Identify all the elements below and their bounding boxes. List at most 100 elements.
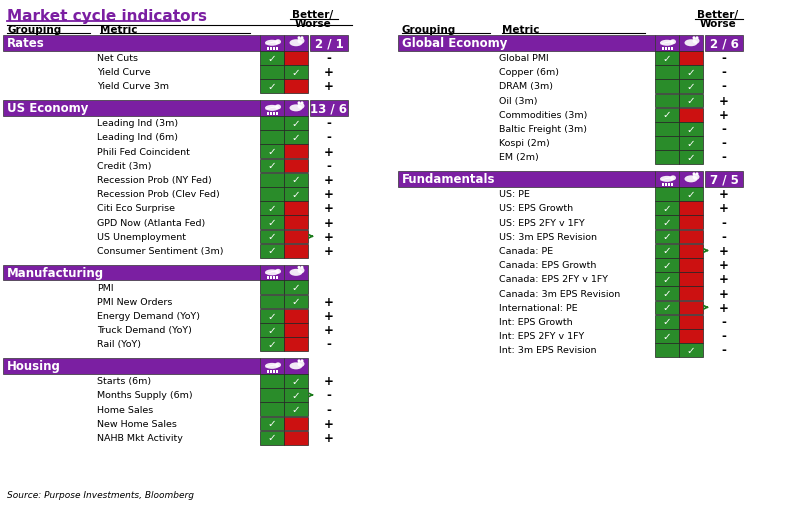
Text: ✓: ✓ [267,218,276,228]
Bar [260,244,284,258]
Text: Rail (YoY): Rail (YoY) [97,340,141,349]
Text: Months Supply (6m): Months Supply (6m) [97,390,192,400]
Text: Canada: EPS Growth: Canada: EPS Growth [499,261,596,270]
Bar [655,108,679,122]
Text: ✓: ✓ [662,246,671,256]
Bar [679,188,703,202]
Circle shape [301,102,303,105]
Text: US: EPS Growth: US: EPS Growth [499,204,573,213]
Bar [662,183,664,186]
Text: -: - [326,389,331,402]
Bar [260,265,284,280]
Ellipse shape [693,39,700,45]
Bar [655,287,679,301]
Text: ✓: ✓ [686,153,695,163]
Bar [260,281,284,295]
Bar [679,230,703,244]
Text: ~: ~ [269,40,275,46]
Bar [3,101,260,117]
Text: Manufacturing: Manufacturing [7,266,104,279]
Text: +: + [719,202,729,215]
Text: +: + [719,259,729,272]
Text: ✓: ✓ [662,289,671,298]
Bar [705,36,743,51]
Bar [3,358,260,374]
Bar [273,370,275,373]
Text: +: + [719,287,729,300]
Bar [273,276,275,279]
Bar [260,52,284,66]
Text: +: + [324,324,334,336]
Text: +: + [719,109,729,122]
Bar [260,388,284,402]
Text: Leading Ind (6m): Leading Ind (6m) [97,133,178,142]
Text: -: - [721,80,726,93]
Bar [668,47,670,50]
Bar [260,174,284,187]
Text: Kospi (2m): Kospi (2m) [499,139,550,148]
Bar [276,276,278,279]
Bar [310,36,348,51]
Bar [270,370,272,373]
Bar [260,323,284,337]
Text: Home Sales: Home Sales [97,405,153,414]
Text: ✓: ✓ [291,282,300,293]
Bar [260,230,284,244]
Text: Int: 3m EPS Revision: Int: 3m EPS Revision [499,346,596,355]
Text: ✓: ✓ [291,119,300,128]
Bar [679,172,703,187]
Text: -: - [721,344,726,357]
Ellipse shape [265,41,279,47]
Ellipse shape [660,177,674,183]
Bar [267,276,269,279]
Text: Worse: Worse [700,19,737,29]
Circle shape [301,360,303,362]
Text: +: + [324,295,334,308]
Bar [270,112,272,116]
Text: +: + [324,309,334,323]
Bar [679,94,703,108]
Text: ✓: ✓ [267,418,276,429]
Bar [284,117,308,130]
Ellipse shape [670,40,676,45]
Text: +: + [719,244,729,258]
Bar [655,123,679,136]
Text: -: - [721,329,726,343]
Bar [260,431,284,445]
Text: ✓: ✓ [686,345,695,355]
Bar [270,276,272,279]
Text: Better/: Better/ [292,10,334,20]
Text: Copper (6m): Copper (6m) [499,68,559,77]
Text: Int: EPS 2FY v 1FY: Int: EPS 2FY v 1FY [499,331,584,341]
Bar [260,145,284,159]
Text: -: - [326,338,331,351]
Ellipse shape [275,269,281,274]
Bar [671,47,673,50]
Bar [398,36,655,51]
Text: +: + [324,80,334,93]
Bar [284,337,308,351]
Bar [270,47,272,50]
Text: Int: EPS Growth: Int: EPS Growth [499,318,573,326]
Text: ✓: ✓ [686,189,695,200]
Bar [273,47,275,50]
Text: Yield Curve: Yield Curve [97,68,151,77]
Text: Rates: Rates [7,37,45,50]
Bar [679,287,703,301]
Circle shape [298,266,301,269]
Text: +: + [324,231,334,243]
Bar [284,174,308,187]
Text: -: - [326,159,331,173]
Text: New Home Sales: New Home Sales [97,419,177,428]
Text: Starts (6m): Starts (6m) [97,377,151,385]
Text: ✓: ✓ [686,82,695,92]
Text: -: - [721,137,726,150]
Text: ✓: ✓ [267,53,276,64]
Text: Baltic Freight (3m): Baltic Freight (3m) [499,125,587,134]
Bar [679,273,703,287]
Text: +: + [719,95,729,107]
Bar [679,202,703,216]
Text: ~: ~ [664,40,670,46]
Text: Global Economy: Global Economy [402,37,508,50]
Text: Grouping: Grouping [7,25,61,35]
